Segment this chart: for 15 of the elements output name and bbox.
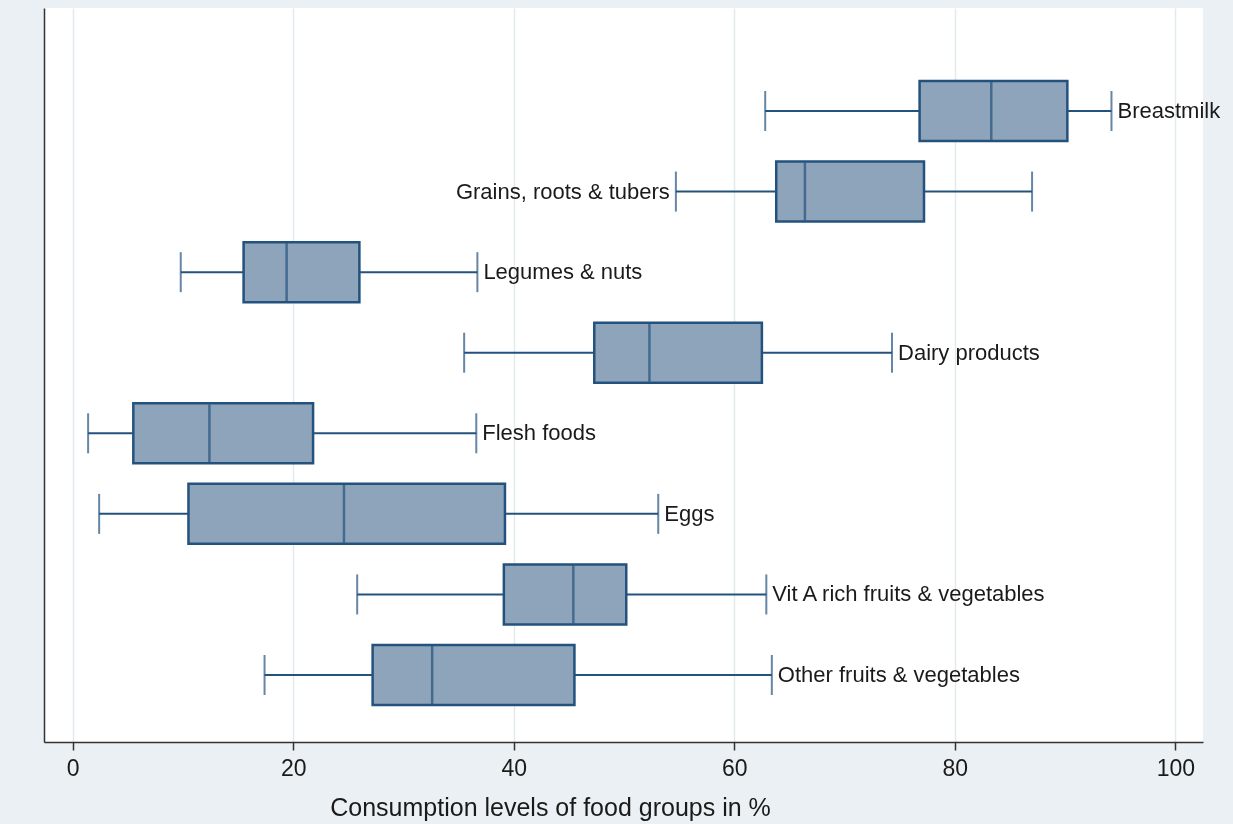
x-axis-title: Consumption levels of food groups in % — [330, 792, 771, 821]
x-tick-label: 60 — [722, 754, 748, 781]
y-tick-label: Flesh foods — [482, 420, 597, 446]
x-tick-label: 20 — [280, 754, 307, 781]
x-tick-label: 40 — [501, 754, 528, 781]
x-tick-label: 0 — [66, 754, 80, 781]
y-tick-label: Vit A rich fruits & vegetables — [772, 581, 1045, 607]
y-tick-label: Breastmilk — [1117, 98, 1222, 123]
y-tick-label: Grains, roots & tubers — [455, 178, 670, 204]
x-tick-label: 80 — [942, 754, 969, 781]
y-tick-label: Other fruits & vegetables — [777, 662, 1020, 687]
y-tick-label: Legumes & nuts — [483, 259, 643, 285]
x-tick-label: 100 — [1156, 754, 1196, 781]
y-tick-label: Eggs — [664, 500, 715, 526]
y-tick-label: Dairy products — [898, 339, 1040, 365]
